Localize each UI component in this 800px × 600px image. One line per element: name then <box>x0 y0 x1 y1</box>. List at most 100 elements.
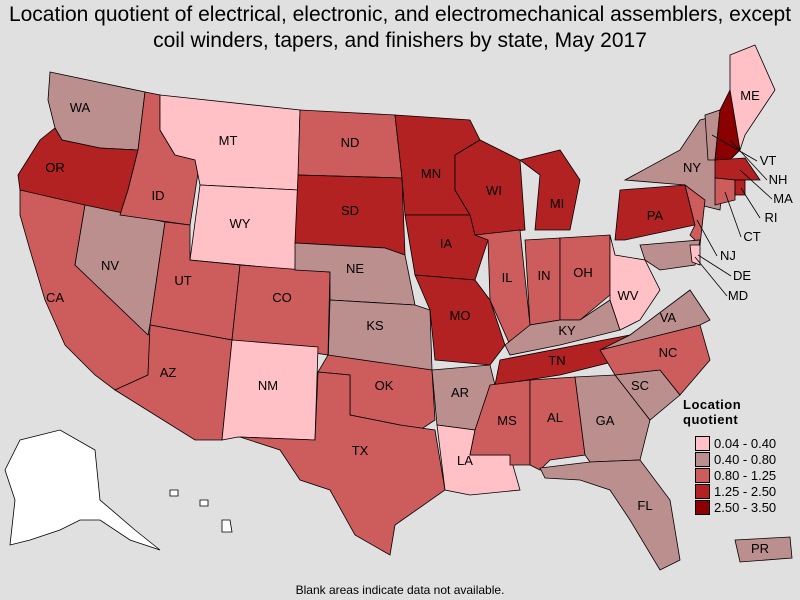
state-label: ID <box>152 188 165 203</box>
state-label: NV <box>101 258 119 273</box>
map-title: Location quotient of electrical, electro… <box>0 2 800 54</box>
state-IA[interactable] <box>404 214 489 281</box>
state-label: NY <box>683 160 701 175</box>
state-label: VT <box>760 153 777 168</box>
legend-item: 0.04 - 0.40 <box>695 435 800 451</box>
state-TX[interactable] <box>239 371 446 556</box>
legend-label: 1.25 - 2.50 <box>714 483 777 499</box>
state-label: KY <box>558 323 576 338</box>
legend-title: Location quotient <box>683 397 742 427</box>
state-label: GA <box>596 413 615 428</box>
state-CT[interactable] <box>714 177 736 206</box>
state-RI[interactable] <box>734 179 746 196</box>
state-NJ[interactable] <box>684 184 706 246</box>
state-label: IN <box>538 268 551 283</box>
leader-line <box>739 169 773 200</box>
leader-line <box>694 256 728 297</box>
state-label: NE <box>346 261 364 276</box>
title-line-2: coil winders, tapers, and finishers by s… <box>153 29 647 52</box>
state-OH[interactable] <box>559 234 611 321</box>
state-label: CA <box>46 290 64 305</box>
state-label: MI <box>550 196 564 211</box>
legend-item: 0.80 - 1.25 <box>695 467 800 483</box>
state-label: CO <box>272 290 292 305</box>
leader-line <box>697 254 732 277</box>
state-label: MO <box>450 308 471 323</box>
state-label: WI <box>486 183 502 198</box>
legend-swatch <box>695 483 710 499</box>
state-label: MT <box>219 133 238 148</box>
leader-line <box>696 219 718 257</box>
state-label: ND <box>341 135 360 150</box>
state-WA[interactable] <box>47 71 146 151</box>
state-label: WA <box>70 100 91 115</box>
state-label: PA <box>647 208 664 223</box>
state-MI[interactable] <box>519 149 581 231</box>
state-label: LA <box>457 453 473 468</box>
leader-line <box>729 139 768 181</box>
legend-items: 0.04 - 0.40 0.40 - 0.80 0.80 - 1.25 1.25 - … <box>683 435 800 515</box>
state-PA[interactable] <box>614 184 696 241</box>
legend-swatch <box>695 451 710 467</box>
state-TN[interactable] <box>494 334 631 386</box>
state-label: OK <box>375 378 394 393</box>
state-label: MD <box>728 288 748 303</box>
state-label: NC <box>659 345 678 360</box>
state-label: NM <box>258 378 278 393</box>
leader-line <box>724 191 742 238</box>
state-HI[interactable] <box>169 489 179 497</box>
title-line-1: Location quotient of electrical, electro… <box>8 3 792 26</box>
leader-line <box>740 187 761 219</box>
state-label: AZ <box>160 365 177 380</box>
legend: Location quotient 0.04 - 0.40 0.40 - 0.80… <box>683 397 800 515</box>
state-label: PR <box>751 541 769 556</box>
state-label: AL <box>547 410 563 425</box>
state-AK[interactable] <box>4 429 161 551</box>
legend-label: 0.40 - 0.80 <box>714 451 777 467</box>
state-HI[interactable] <box>199 499 209 507</box>
legend-item: 2.50 - 3.50 <box>695 499 800 515</box>
state-label: CT <box>743 229 760 244</box>
state-FL[interactable] <box>539 459 681 571</box>
footnote: Blank areas indicate data not available. <box>295 583 505 597</box>
state-label: MS <box>497 413 517 428</box>
state-label: MN <box>421 166 441 181</box>
legend-item: 0.40 - 0.80 <box>695 451 800 467</box>
state-label: VA <box>660 310 677 325</box>
state-label: FL <box>637 498 652 513</box>
state-label: KS <box>366 318 384 333</box>
state-label: SD <box>341 203 359 218</box>
state-PR[interactable] <box>734 536 793 563</box>
state-label: IL <box>502 270 513 285</box>
state-label: WY <box>230 216 251 231</box>
state-MD[interactable] <box>639 239 701 271</box>
state-label: ME <box>740 88 760 103</box>
state-label: OR <box>45 160 65 175</box>
state-label: UT <box>174 273 191 288</box>
state-label: TN <box>548 353 565 368</box>
legend-swatch <box>695 467 710 483</box>
state-WV[interactable] <box>609 234 661 331</box>
state-label: AR <box>451 385 469 400</box>
legend-label: 0.04 - 0.40 <box>714 435 777 451</box>
leader-line <box>711 134 758 162</box>
state-VA[interactable] <box>599 289 711 351</box>
legend-label: 0.80 - 1.25 <box>714 467 777 483</box>
state-label: DE <box>733 268 751 283</box>
state-label: IA <box>440 236 453 251</box>
state-KS[interactable] <box>327 299 433 371</box>
state-NH[interactable] <box>714 88 741 161</box>
state-MO[interactable] <box>414 274 506 366</box>
state-label: NH <box>769 172 788 187</box>
legend-label: 2.50 - 3.50 <box>714 499 777 515</box>
state-label: TX <box>352 443 369 458</box>
legend-swatch <box>695 499 710 515</box>
state-ME[interactable] <box>729 44 776 151</box>
state-HI[interactable] <box>221 519 233 533</box>
legend-item: 1.25 - 2.50 <box>695 483 800 499</box>
legend-swatch <box>695 435 710 451</box>
state-label: NJ <box>720 248 736 263</box>
state-label: MA <box>773 191 793 206</box>
state-MA[interactable] <box>714 157 761 181</box>
